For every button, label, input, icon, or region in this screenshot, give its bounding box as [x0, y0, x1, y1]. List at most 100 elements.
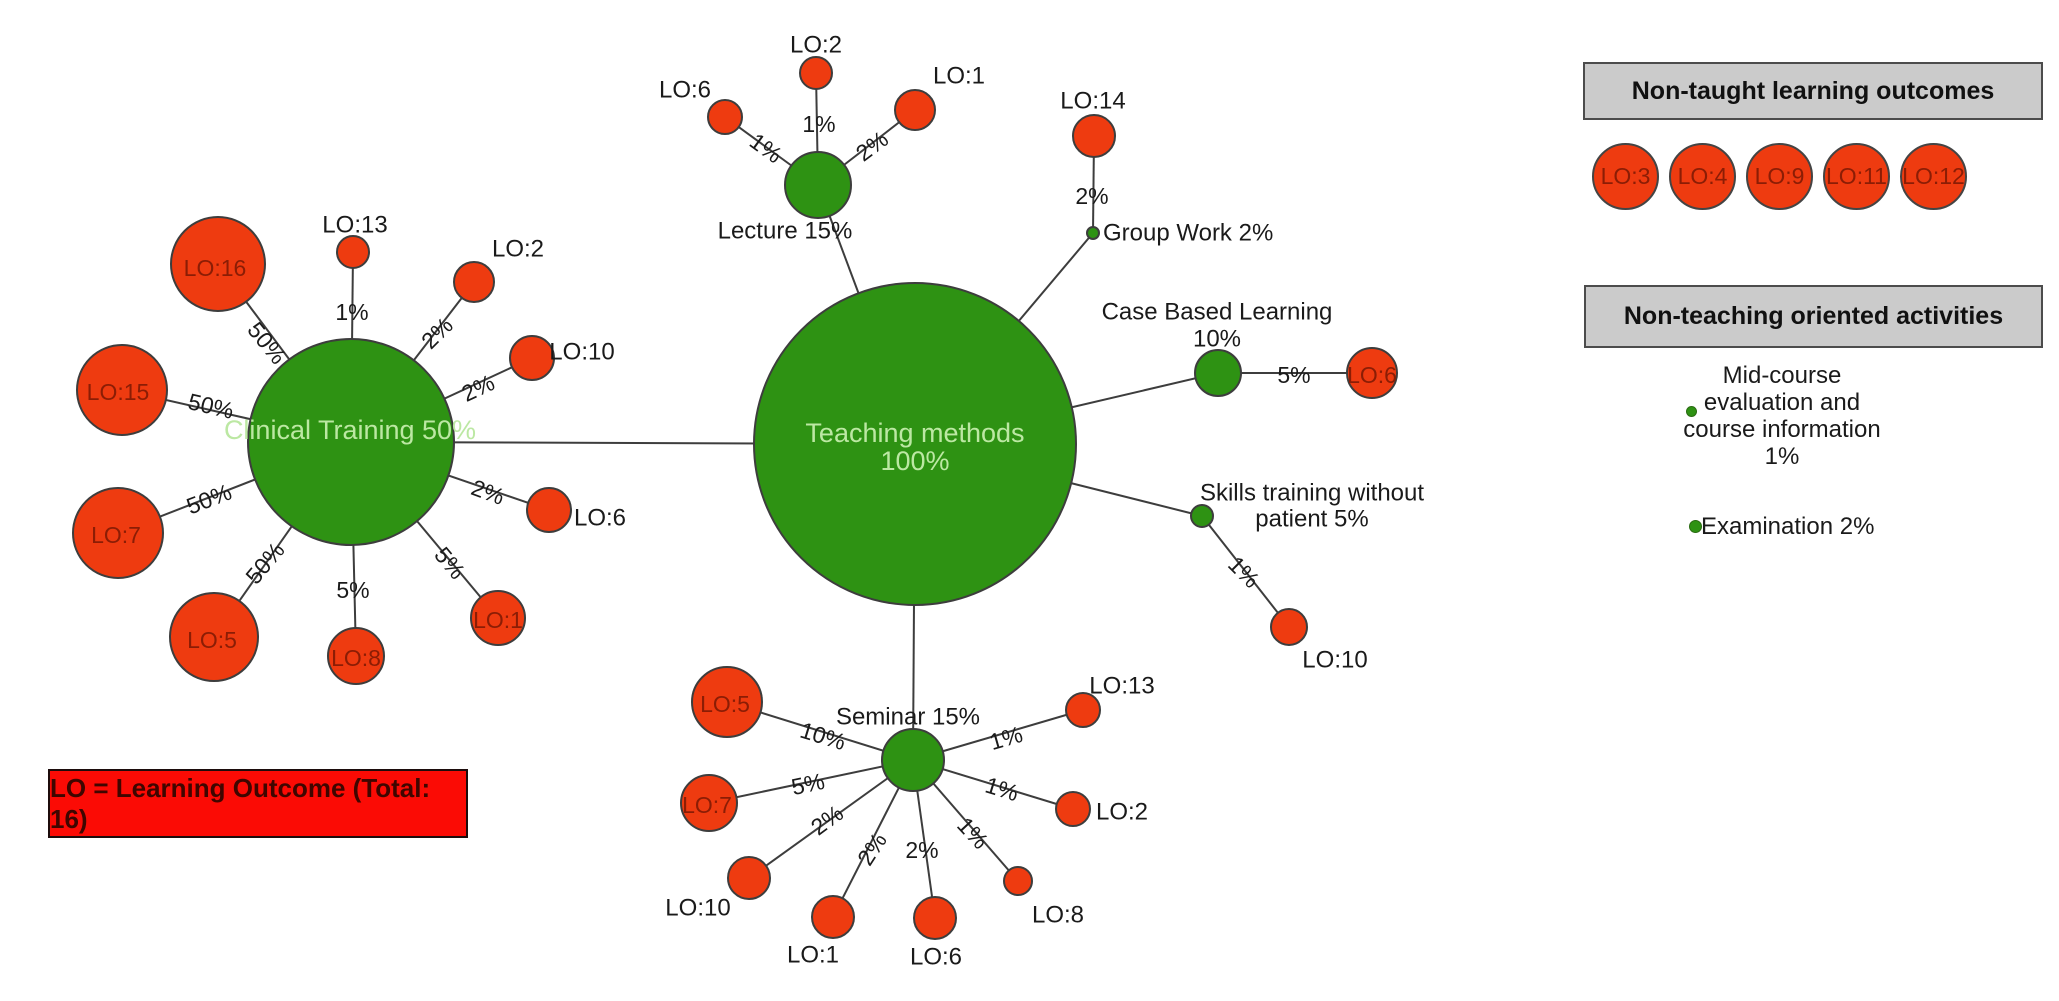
node-s6-circle: [913, 896, 957, 940]
node-c10-label: LO:10: [549, 339, 614, 366]
node-c1-label: LO:1: [473, 607, 523, 633]
node-s2-circle: [1055, 791, 1091, 827]
non-taught-outcomes-circles: LO:3 LO:4 LO:9 LO:11 LO:12: [1592, 143, 1967, 210]
node-skills-circle: [1190, 504, 1214, 528]
node-c8-circle: [327, 627, 385, 685]
edge-seminar-s7: [708, 759, 914, 804]
non-taught-outcomes-header: Non-taught learning outcomes: [1583, 62, 2043, 120]
node-s13-circle: [1065, 692, 1101, 728]
edge-label-clinical-c5: 50%: [240, 537, 290, 589]
node-groupwork-circle: [1086, 226, 1100, 240]
node-c16-label: LO:16: [184, 255, 247, 281]
node-s13-label: LO:13: [1089, 673, 1154, 700]
edge-label-clinical-c7: 50%: [183, 479, 235, 520]
node-c10-circle: [509, 335, 555, 381]
node-c2-circle: [453, 261, 495, 303]
edge-label-clinical-c16: 50%: [242, 317, 291, 369]
non-teaching-activities-header: Non-teaching oriented activities: [1584, 285, 2043, 348]
node-groupwork-label: Group Work 2%: [1103, 220, 1273, 247]
node-gw14-circle: [1072, 114, 1116, 158]
edge-skills-sk10: [1201, 515, 1290, 628]
node-s8-circle: [1003, 866, 1033, 896]
edge-label-clinical-c13: 1%: [335, 299, 368, 325]
node-s1-circle: [811, 895, 855, 939]
node-c2-label: LO:2: [492, 236, 544, 263]
node-clinical-label: Clinical Training 50%: [224, 415, 476, 445]
node-c6-label: LO:6: [574, 505, 626, 532]
node-c7-label: LO:7: [91, 522, 141, 548]
edge-label-clinical-c10: 2%: [457, 369, 498, 407]
node-s7-circle: [680, 774, 738, 832]
node-skills-label: patient 5%: [1255, 506, 1368, 533]
non-taught-lo-circle: LO:12: [1900, 143, 1967, 210]
non-taught-outcomes-title: Non-taught learning outcomes: [1631, 76, 1995, 105]
edge-label-seminar-s13: 1%: [986, 721, 1025, 755]
edge-label-clinical-c6: 2%: [468, 474, 508, 510]
node-s10-label: LO:10: [665, 895, 730, 922]
node-c16-circle: [170, 216, 266, 312]
edge-label-seminar-s6: 2%: [905, 837, 938, 863]
node-c13-circle: [336, 235, 370, 269]
node-c15-circle: [76, 344, 168, 436]
edge-label-seminar-s1: 2%: [852, 828, 892, 870]
node-teaching-circle: [753, 282, 1077, 606]
edge-label-seminar-s2: 1%: [982, 772, 1021, 807]
node-clinical-circle: [247, 338, 455, 546]
node-teaching-label: 100%: [880, 446, 949, 476]
node-teaching-label: Teaching methods: [805, 418, 1024, 448]
edge-label-cbl-cbl6: 5%: [1277, 362, 1310, 388]
node-l6-circle: [707, 99, 743, 135]
node-l6-label: LO:6: [659, 77, 711, 104]
node-l1-label: LO:1: [933, 63, 985, 90]
edge-label-seminar-s7: 5%: [789, 768, 827, 800]
node-c13-label: LO:13: [322, 212, 387, 239]
node-s6-label: LO:6: [910, 944, 962, 971]
node-seminar-label: Seminar 15%: [836, 704, 980, 731]
node-lecture-circle: [784, 151, 852, 219]
node-s7-label: LO:7: [682, 792, 732, 818]
node-cbl6-circle: [1346, 347, 1398, 399]
node-skills-label: Skills training without: [1200, 480, 1424, 507]
node-s5-label: LO:5: [700, 691, 750, 717]
node-s1-label: LO:1: [787, 942, 839, 969]
node-gw14-label: LO:14: [1060, 88, 1125, 115]
mid-course-dot-icon: [1686, 406, 1697, 417]
edge-label-seminar-s10: 2%: [806, 800, 848, 841]
examination-dot-icon: [1689, 520, 1702, 533]
lo-legend-text: LO = Learning Outcome (Total: 16): [50, 772, 431, 834]
edge-label-clinical-c8: 5%: [336, 577, 369, 603]
node-cbl6-label: LO:6: [1347, 362, 1397, 388]
node-l1-circle: [894, 89, 936, 131]
non-teaching-activities-title: Non-teaching oriented activities: [1623, 302, 2004, 330]
node-c5-circle: [169, 592, 259, 682]
edge-label-lecture-l6: 1%: [745, 128, 787, 169]
node-s8-label: LO:8: [1032, 902, 1084, 929]
node-s10-circle: [727, 856, 771, 900]
mid-course-evaluation-note: Mid-course evaluation and course informa…: [1683, 362, 1881, 470]
node-c15-label: LO:15: [87, 379, 150, 405]
node-lecture-label: Lecture 15%: [718, 218, 853, 245]
node-sk10-circle: [1270, 608, 1308, 646]
node-c8-label: LO:8: [331, 645, 381, 671]
edge-label-seminar-s8: 1%: [952, 812, 994, 854]
non-taught-lo-circle: LO:3: [1592, 143, 1659, 210]
edge-label-lecture-l2: 1%: [802, 111, 835, 137]
non-taught-lo-circle: LO:4: [1669, 143, 1736, 210]
edge-label-groupwork-gw14: 2%: [1075, 183, 1108, 209]
node-seminar-circle: [881, 728, 945, 792]
examination-note: Examination 2%: [1701, 513, 1875, 540]
node-c7-circle: [72, 487, 164, 579]
node-l2-label: LO:2: [790, 32, 842, 59]
lo-legend-box: LO = Learning Outcome (Total: 16): [48, 769, 468, 838]
edge-label-skills-sk10: 1%: [1223, 551, 1265, 593]
non-taught-lo-circle: LO:9: [1746, 143, 1813, 210]
node-cbl-label: Case Based Learning: [1102, 299, 1333, 326]
node-sk10-label: LO:10: [1302, 647, 1367, 674]
node-cbl-label: 10%: [1193, 326, 1241, 353]
node-cbl-circle: [1194, 349, 1242, 397]
non-taught-lo-circle: LO:11: [1823, 143, 1890, 210]
node-s2-label: LO:2: [1096, 799, 1148, 826]
node-s5-circle: [691, 666, 763, 738]
